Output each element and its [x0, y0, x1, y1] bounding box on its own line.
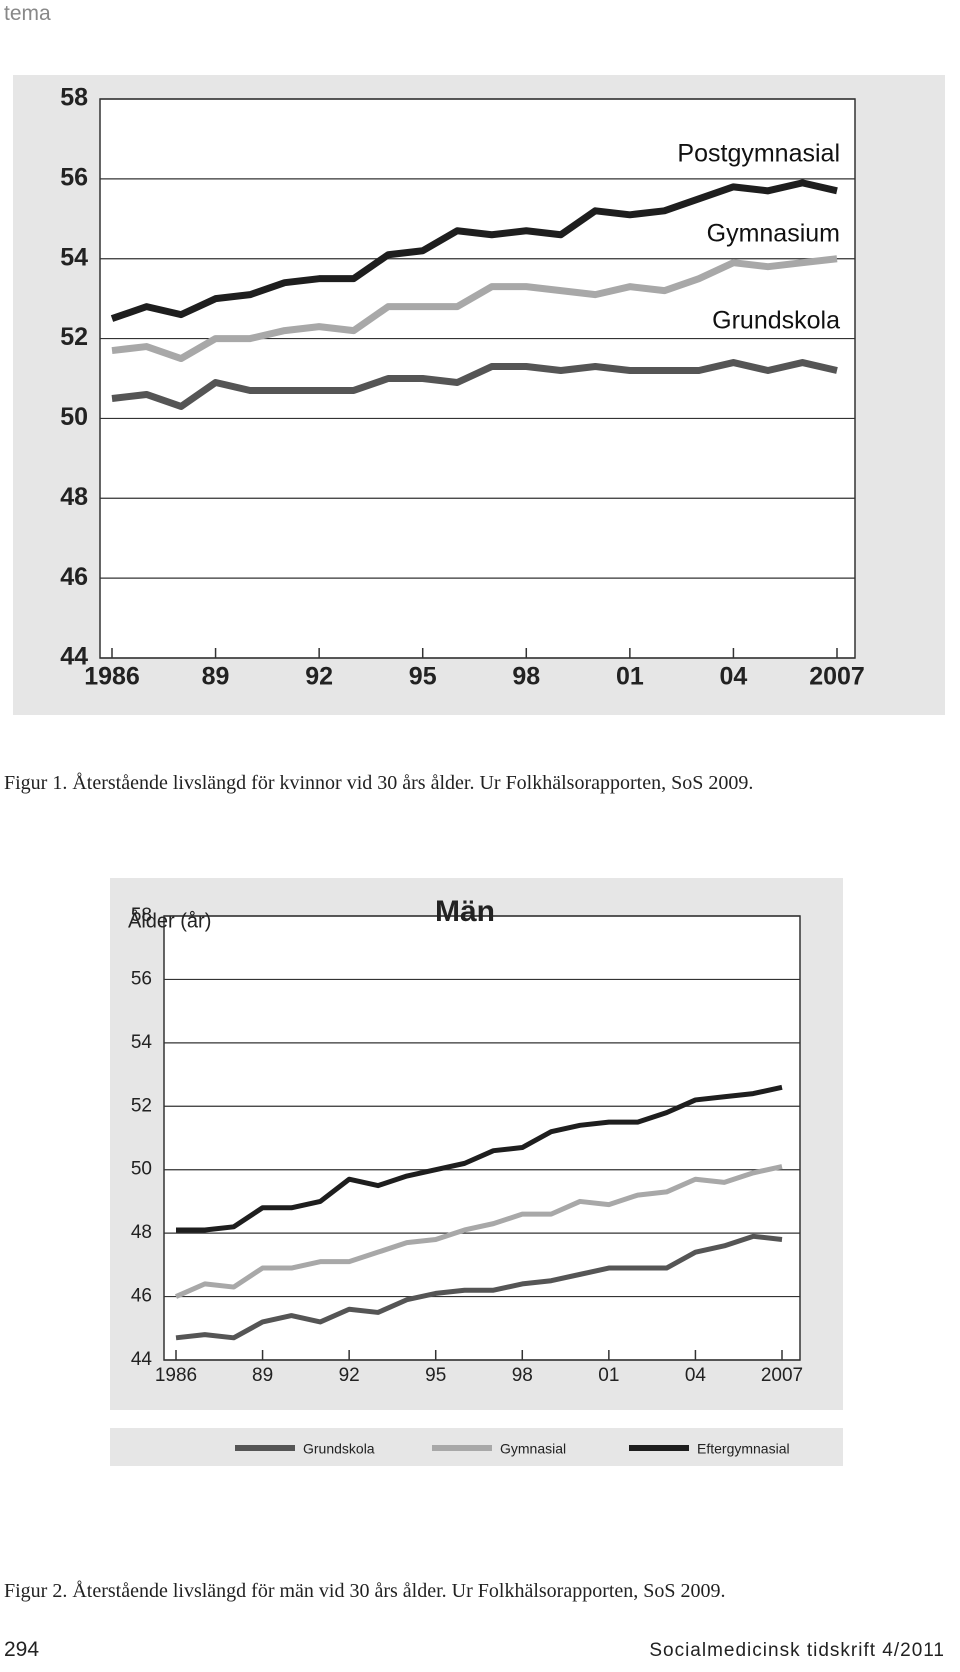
chart-men: 44 46 48 50 52 54 56 58 1986 89 92 95 98 01 04 2007 Män Å…	[110, 878, 843, 1466]
plot-area	[163, 915, 801, 1361]
y-tick-label: 52	[60, 323, 88, 351]
y-tick-label: 50	[131, 1159, 152, 1180]
y-tick-label: 48	[131, 1222, 152, 1243]
y-tick-label: 44	[60, 643, 88, 671]
x-tick-label: 2007	[761, 1365, 803, 1386]
y-tick-label: 46	[60, 563, 88, 591]
data-line	[111, 255, 838, 363]
series-label: Gymnasium	[707, 220, 840, 248]
x-tick-label: 89	[252, 1365, 273, 1386]
x-tick-label: 98	[512, 663, 540, 691]
y-tick-label: 46	[131, 1286, 152, 1307]
x-tick-label: 2007	[809, 663, 865, 691]
series-label: Grundskola	[712, 307, 840, 335]
x-tick-label: 1986	[84, 663, 140, 691]
y-tick-label: 54	[131, 1032, 153, 1053]
data-line	[111, 359, 838, 410]
series-label: Postgymnasial	[677, 140, 840, 168]
data-line	[175, 1233, 783, 1341]
y-tick-label: 58	[60, 84, 88, 112]
y-tick-label: 50	[60, 403, 88, 431]
y-tick-label: 48	[60, 483, 88, 511]
x-tick-label: 01	[616, 663, 644, 691]
x-tick-label: 01	[598, 1365, 619, 1386]
page-number: 294	[4, 1638, 40, 1661]
x-tick-label: 98	[512, 1365, 533, 1386]
caption: Figur 2. Återstående livslängd för män v…	[4, 1580, 726, 1602]
legend-label: Eftergymnasial	[697, 1441, 790, 1457]
journal-name: Socialmedicinsk tidskrift 4/2011	[649, 1640, 945, 1661]
x-tick-label: 04	[720, 663, 748, 691]
x-tick-label: 92	[339, 1365, 360, 1386]
y-tick-label: 56	[60, 163, 88, 191]
y-tick-label: 54	[60, 243, 88, 271]
y-axis-label: Ålder (år)	[128, 909, 211, 932]
x-tick-label: 95	[409, 663, 437, 691]
caption: Figur 1. Återstående livslängd för kvinn…	[4, 772, 754, 794]
legend-label: Grundskola	[303, 1441, 375, 1457]
y-tick-label: 58	[131, 905, 152, 926]
chart-title: Män	[435, 895, 495, 928]
x-tick-label: 89	[202, 663, 230, 691]
data-line	[174, 1164, 783, 1299]
x-tick-label: 04	[685, 1365, 707, 1386]
chart-women: 44 46 48 50 52 54 56 58 1986 89 92 95 98 01 04 2007 Post…	[13, 75, 945, 715]
y-tick-label: 56	[131, 968, 152, 989]
x-tick-label: 95	[425, 1365, 446, 1386]
y-tick-label: 44	[131, 1349, 153, 1370]
y-tick-label: 52	[131, 1095, 152, 1116]
plot-area	[99, 98, 856, 659]
x-tick-label: 1986	[155, 1365, 197, 1386]
section-header: tema	[4, 2, 51, 25]
data-line	[176, 1084, 783, 1233]
x-tick-label: 92	[305, 663, 333, 691]
legend-label: Gymnasial	[500, 1441, 566, 1457]
data-line	[110, 179, 838, 322]
